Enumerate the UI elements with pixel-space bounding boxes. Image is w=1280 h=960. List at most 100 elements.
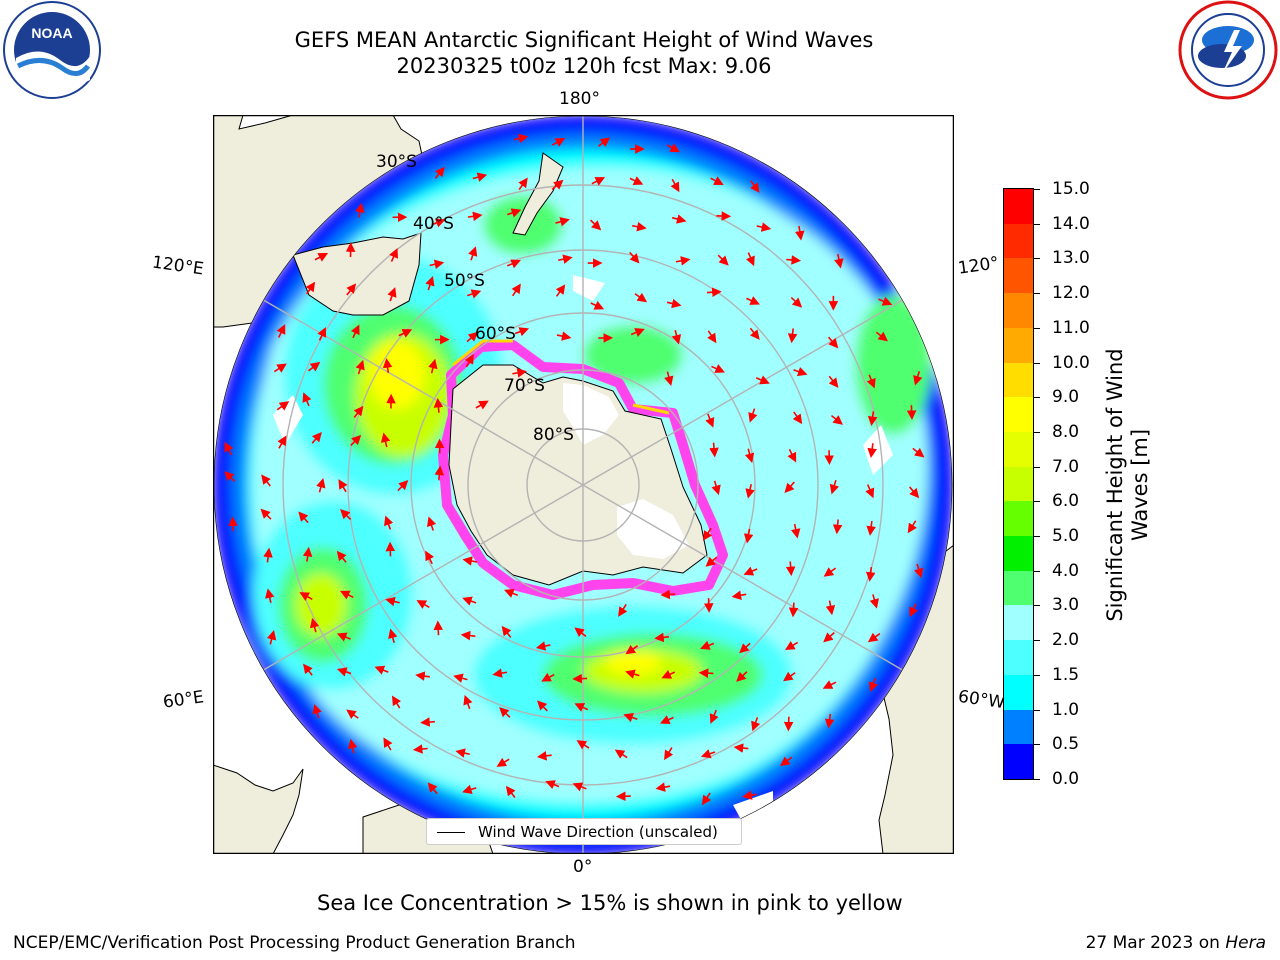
wave-direction-arrow xyxy=(340,509,352,520)
wave-direction-arrow xyxy=(629,176,644,185)
colorbar-tick-label: 13.0 xyxy=(1052,248,1090,269)
wave-direction-arrow xyxy=(731,590,747,600)
wave-direction-arrow xyxy=(505,785,516,799)
wave-direction-arrow xyxy=(302,392,312,407)
wave-direction-arrow xyxy=(832,519,843,535)
wave-direction-arrow xyxy=(355,359,365,375)
wave-direction-arrow xyxy=(224,441,234,456)
wave-direction-arrow xyxy=(276,401,290,411)
wave-direction-arrow xyxy=(787,328,798,344)
wave-direction-arrow xyxy=(623,712,638,723)
colorbar-tick-label: 2.0 xyxy=(1052,630,1080,651)
wave-direction-arrow xyxy=(398,329,413,338)
wave-direction-arrow xyxy=(382,358,393,373)
wave-direction-arrow xyxy=(822,680,837,689)
wave-direction-arrow xyxy=(425,550,435,565)
svg-text:NOAA: NOAA xyxy=(31,25,72,41)
wave-direction-arrow xyxy=(536,751,552,761)
lat-label-40s: 40°S xyxy=(413,214,454,234)
colorbar-segment xyxy=(1004,709,1033,745)
wave-direction-arrow xyxy=(353,405,364,419)
wave-direction-arrow xyxy=(558,254,573,264)
colorbar-tick xyxy=(1034,431,1040,433)
wave-direction-arrow xyxy=(388,628,398,644)
sea-ice-caption: Sea Ice Concentration > 15% is shown in … xyxy=(317,891,903,915)
colorbar-tick xyxy=(1034,293,1040,295)
wave-direction-arrow xyxy=(784,481,795,494)
wave-direction-arrow xyxy=(514,327,530,337)
wave-direction-arrow xyxy=(788,602,799,618)
wave-direction-arrow xyxy=(420,717,435,727)
wave-direction-arrow xyxy=(706,287,722,298)
wave-direction-arrow xyxy=(455,748,470,758)
wave-direction-arrow xyxy=(506,259,521,269)
wave-direction-arrow xyxy=(865,566,876,582)
wave-direction-arrow xyxy=(671,214,687,224)
legend-label: Wind Wave Direction (unscaled) xyxy=(478,823,718,841)
colorbar-segment xyxy=(1004,362,1033,398)
lat-label-60s: 60°S xyxy=(475,324,516,344)
polar-map xyxy=(212,114,955,855)
wave-direction-arrow xyxy=(591,177,606,186)
wave-direction-arrow xyxy=(383,737,393,751)
wave-direction-arrow xyxy=(671,329,682,345)
lon-label-120w: 120° xyxy=(956,253,1001,279)
wave-direction-arrow xyxy=(228,516,238,532)
wave-direction-arrow xyxy=(664,371,674,386)
wave-direction-arrow xyxy=(830,414,843,425)
wave-direction-arrow xyxy=(574,627,587,638)
wave-direction-arrow xyxy=(416,600,430,609)
colorbar-tick-label: 8.0 xyxy=(1052,421,1080,442)
wave-direction-arrow xyxy=(664,747,674,761)
wave-direction-arrow xyxy=(303,663,313,676)
wave-direction-arrow xyxy=(749,327,760,340)
wave-direction-arrow xyxy=(224,471,236,482)
wave-direction-arrow xyxy=(492,668,508,678)
legend-line-swatch xyxy=(437,832,465,833)
wave-direction-arrow xyxy=(511,283,521,297)
wave-direction-arrow xyxy=(707,330,717,344)
colorbar-segment xyxy=(1004,466,1033,502)
colorbar-tick-label: 12.0 xyxy=(1052,283,1090,304)
wave-direction-arrow xyxy=(625,644,639,655)
wave-direction-arrow xyxy=(865,484,875,499)
wave-direction-arrow xyxy=(785,561,796,577)
wave-direction-arrow xyxy=(428,358,438,374)
wave-direction-arrow xyxy=(464,354,474,368)
wave-direction-arrow xyxy=(350,434,362,447)
wave-direction-arrow xyxy=(907,520,917,534)
wave-direction-arrow xyxy=(466,289,482,299)
wave-direction-arrow xyxy=(787,448,797,463)
wave-direction-arrow xyxy=(572,782,587,792)
footer-left: NCEP/EMC/Verification Post Processing Pr… xyxy=(13,933,576,953)
wave-direction-arrow xyxy=(263,547,273,563)
wave-direction-arrow xyxy=(589,219,602,231)
wave-direction-arrow xyxy=(634,292,648,303)
wave-direction-arrow xyxy=(914,563,924,579)
colorbar-tick-label: 10.0 xyxy=(1052,352,1090,373)
colorbar-tick-label: 11.0 xyxy=(1052,317,1090,338)
wave-direction-arrow xyxy=(868,677,878,692)
wave-direction-arrow xyxy=(834,253,844,269)
wave-direction-arrow xyxy=(784,641,799,651)
colorbar-segment xyxy=(1004,396,1033,432)
lat-label-80s: 80°S xyxy=(533,425,574,445)
noaa-logo: NOAA xyxy=(3,1,101,99)
wave-direction-arrow xyxy=(828,375,839,388)
wave-direction-arrow xyxy=(501,625,512,638)
colorbar-tick xyxy=(1034,570,1040,572)
wave-direction-arrow xyxy=(551,138,566,147)
wave-direction-arrow xyxy=(462,556,478,566)
wave-direction-arrow xyxy=(614,749,628,759)
wave-direction-arrow xyxy=(472,172,488,182)
colorbar-tick-label: 6.0 xyxy=(1052,491,1080,512)
wave-direction-arrow xyxy=(909,603,919,618)
lon-label-120e: 120°E xyxy=(150,252,205,280)
wave-direction-arrow xyxy=(823,567,837,577)
wave-direction-arrow xyxy=(629,251,640,264)
colorbar-segment xyxy=(1004,223,1033,259)
wave-direction-arrow xyxy=(779,756,793,767)
wave-direction-arrow xyxy=(260,508,272,520)
wave-direction-arrow xyxy=(466,331,479,343)
wave-direction-arrow xyxy=(746,296,760,305)
